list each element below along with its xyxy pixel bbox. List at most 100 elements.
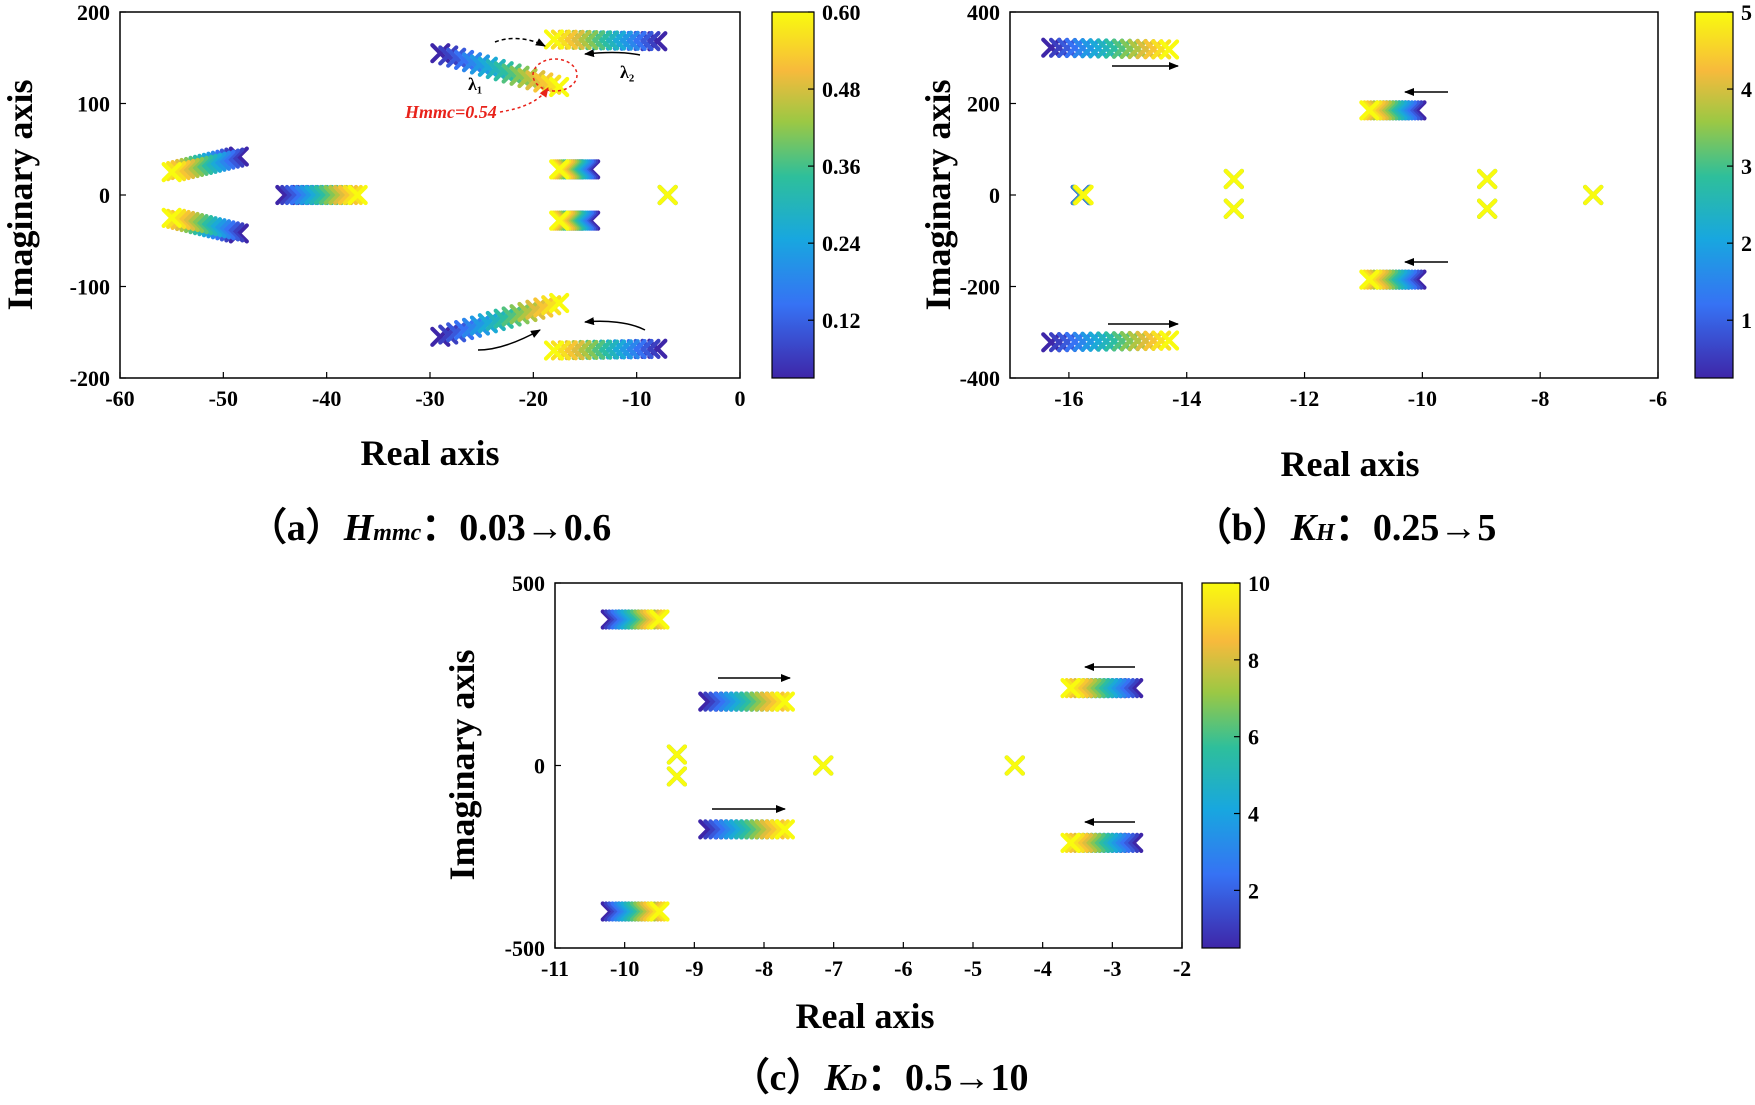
colorbar-tick-label: 2 [1741,231,1752,256]
xlabel-a: Real axis [361,433,500,473]
pole-marker [649,609,670,630]
pole-trajectory [813,755,834,776]
xtick-label: -4 [1034,956,1052,981]
pole-marker [666,744,688,765]
pole-marker [1064,832,1085,853]
plot-area-b [1009,11,1659,379]
pole-marker [161,207,182,228]
ytick-label: 400 [967,0,1000,25]
pole-marker [774,819,795,840]
panel-b: -16 -14 -12 -10 -8 -6 400 200 0 -200 -400 5 4 3 2 1 Re… [918,0,1752,549]
pole-trajectory [1223,198,1244,219]
ylabel-c: Imaginary axis [442,649,482,880]
xtick-label: -6 [894,956,912,981]
xtick-label: -16 [1054,386,1083,411]
pole-trajectory [1359,100,1427,121]
xtick-label: -5 [964,956,982,981]
colorbar-b [1694,11,1734,379]
pole-trajectory [161,207,249,244]
pole-trajectory [1223,168,1244,190]
pole-marker [1362,269,1383,290]
pole-marker [550,29,571,50]
colorbar-tick-label: 3 [1741,154,1752,179]
ytick-label: 0 [989,183,1000,208]
xtick-label: -14 [1172,386,1201,411]
pole-marker [166,208,187,230]
pole-trajectory [1477,198,1498,219]
pole-trajectory [1004,755,1025,776]
pole-trajectory [698,691,795,712]
xtick-label: -9 [685,956,703,981]
xtick-label: -40 [312,386,341,411]
pole-marker [1477,198,1498,219]
xtick-label: -7 [825,956,843,981]
xtick-label: -11 [541,956,569,981]
pole-marker [813,755,834,776]
xtick-label: -20 [519,386,548,411]
ylabel-b: Imaginary axis [918,79,958,310]
colorbar-tick-label: 2 [1248,878,1259,903]
pole-trajectory [1070,184,1094,206]
colorbar-tick-label: 10 [1248,571,1270,596]
pole-marker [642,901,664,922]
pole-marker [1477,168,1498,190]
pole-marker [646,609,667,630]
xtick-label: 0 [735,386,746,411]
pole-marker [642,609,664,630]
pole-marker [161,162,182,183]
colorbar-tick-label: 0.60 [822,0,861,25]
pole-marker [543,29,565,50]
ticks-b: -16 -14 -12 -10 -8 -6 400 200 0 -200 -400 [960,0,1667,411]
ytick-label: 0 [99,183,110,208]
pole-trajectory [1060,832,1144,853]
ytick-label: 0 [534,754,545,779]
xtick-label: -12 [1290,386,1319,411]
pole-marker [1073,184,1094,206]
pole-trajectory [1060,678,1144,699]
marks-a [161,29,678,361]
ytick-label: -200 [960,275,1000,300]
pole-marker [657,184,678,206]
pole-trajectory [430,43,570,98]
caption-c: （c）KD：0.5→10 [731,1057,1028,1099]
colorbar-tick-label: 0.24 [822,231,861,256]
xtick-label: -60 [105,386,134,411]
pole-marker [342,184,363,206]
panel-c: -11 -10 -9 -8 -7 -6 -5 -4 -3 -2 500 0 -500 10 8 6 4 2 Re… [442,571,1270,1099]
marks-b [1041,37,1604,353]
pole-trajectory [549,159,601,180]
annotations-c [712,663,1135,826]
xtick-label: -6 [1649,386,1667,411]
ytick-label: -400 [960,366,1000,391]
pole-marker [1583,184,1604,206]
xtick-label: -10 [622,386,651,411]
pole-marker [1362,100,1383,121]
xtick-label: -10 [1408,386,1437,411]
pole-marker [549,76,570,98]
xlabel-b: Real axis [1281,444,1420,484]
xlabel-c: Real axis [796,996,935,1036]
pole-marker [1060,832,1081,853]
pole-trajectory [1041,330,1180,353]
xtick-label: -8 [755,956,773,981]
pole-trajectory [1359,269,1427,290]
plot-area-a [119,11,741,379]
colorbar-tick-label: 6 [1248,725,1259,750]
colorbar-tick-label: 8 [1248,648,1259,673]
pole-trajectory [666,744,688,765]
pole-marker [1004,755,1025,776]
pole-marker [1359,269,1380,290]
pole-marker [666,766,688,787]
ytick-label: 100 [77,92,110,117]
pole-marker [1223,168,1244,190]
colorbar-tick-label: 0.12 [822,308,861,333]
pole-marker [774,691,795,712]
pole-marker [347,184,368,206]
annotations-a: λ₁ λ₂ Hmmc=0.54 [404,37,646,351]
colorbar-ticks-a: 0.60 0.48 0.36 0.24 0.12 [808,0,861,333]
caption-a: （a）Hmmc：0.03→0.6 [249,507,612,549]
xtick-label: -10 [610,956,639,981]
